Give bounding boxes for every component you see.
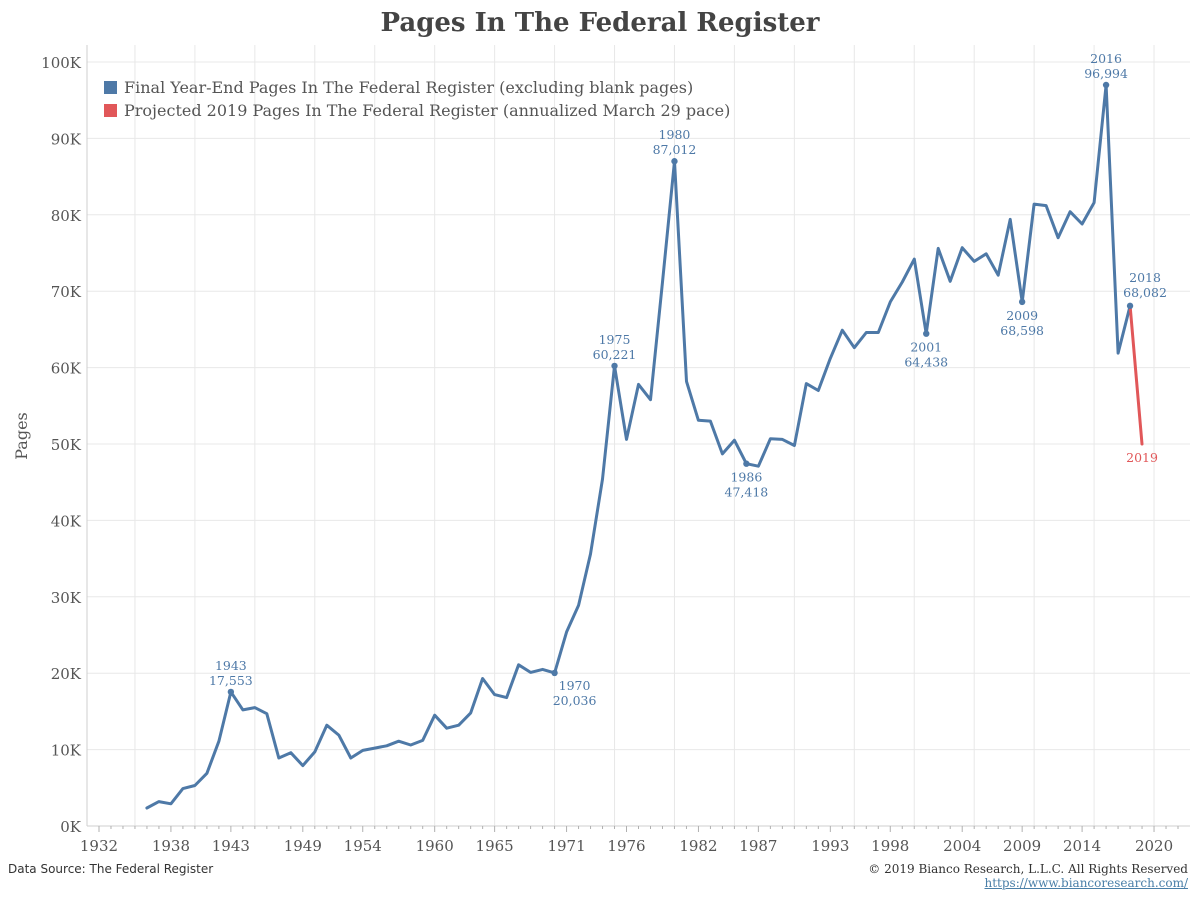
annotation-value: 20,036 [553,693,597,708]
y-tick-label: 70K [51,283,82,301]
annotation-value: 68,082 [1123,285,1167,300]
annotation-year: 1975 [599,332,631,347]
x-tick-label: 1993 [811,837,849,855]
annotation-year: 2018 [1129,270,1161,285]
legend-label-projected: Projected 2019 Pages In The Federal Regi… [124,101,731,120]
annotation-point [1126,302,1134,310]
x-tick-label: 2004 [943,837,981,855]
annotation-value: 87,012 [653,142,697,157]
x-tick-label: 1938 [152,837,190,855]
x-tick-label: 2009 [1003,837,1041,855]
annotation-point [551,669,558,677]
y-tick-label: 90K [51,130,82,148]
series-line-projected [1128,304,1144,446]
copyright-text: © 2019 Bianco Research, L.L.C. All Right… [868,862,1188,876]
data-source: Data Source: The Federal Register [8,862,214,876]
annotation-point [611,362,618,370]
x-tick-label: 2014 [1063,837,1101,855]
annotation-value: 47,418 [725,485,769,500]
annotation-value: 68,598 [1000,323,1044,338]
series-layer [145,83,1144,810]
annotation-point [743,460,750,467]
annotation-year: 1970 [559,678,591,693]
x-tick-label: 1987 [739,837,777,855]
x-tick-label: 1998 [871,837,909,855]
annotation-year: 1986 [730,470,762,485]
y-tick-label: 40K [51,512,82,530]
y-tick-label: 80K [51,207,82,225]
annotation-year: 1980 [659,127,691,142]
annotation-year: 2019 [1126,450,1158,465]
y-tick-label: 0K [60,818,82,836]
x-tick-label: 1943 [212,837,250,855]
axes: 0K 10K 20K 30K 40K 50K 60K 70K 80K 90K 100K 1932 193… [12,45,1190,855]
annotation-point [671,158,678,165]
annotation-year: 2016 [1090,51,1122,66]
copyright-block: © 2019 Bianco Research, L.L.C. All Right… [868,862,1188,890]
legend-label-final: Final Year-End Pages In The Federal Regi… [124,78,694,97]
series-line-final [145,83,1132,810]
annotation-value: 17,553 [209,673,253,688]
annotation-year: 2001 [910,340,942,355]
annotation-year: 2009 [1006,308,1038,323]
annotation-value: 96,994 [1084,66,1128,81]
legend-swatch-final [104,81,117,94]
y-axis-title: Pages [12,412,31,460]
grid-lines [87,45,1190,826]
y-tick-label: 10K [51,742,82,760]
x-tick-label: 1976 [607,837,645,855]
annotation-value: 60,221 [593,347,637,362]
website-link[interactable]: https://www.biancoresearch.com/ [984,876,1188,890]
y-tick-label: 20K [51,665,82,683]
x-tick-label: 1965 [476,837,514,855]
annotation-point [1102,81,1110,89]
x-tick-label: 1949 [284,837,322,855]
y-tick-label: 50K [51,436,82,454]
y-tick-label: 60K [51,360,82,378]
x-tick-label: 1960 [416,837,454,855]
chart-title: Pages In The Federal Register [380,8,820,38]
y-tick-label: 30K [51,589,82,607]
annotation-point [923,330,930,337]
legend-swatch-projected [104,104,117,117]
annotation-year: 1943 [215,658,247,673]
x-tick-label: 1982 [679,837,717,855]
annotation-value: 64,438 [904,355,948,370]
annotation-point [1018,298,1026,306]
x-tick-label: 1954 [344,837,382,855]
y-tick-label: 100K [41,54,82,72]
x-tick-label: 1932 [80,837,118,855]
legend-item-projected[interactable]: Projected 2019 Pages In The Federal Regi… [104,101,730,120]
legend-item-final[interactable]: Final Year-End Pages In The Federal Regi… [104,78,693,97]
x-tick-label: 1971 [547,837,585,855]
x-tick-label: 2020 [1135,837,1173,855]
annotation-point [227,688,235,696]
